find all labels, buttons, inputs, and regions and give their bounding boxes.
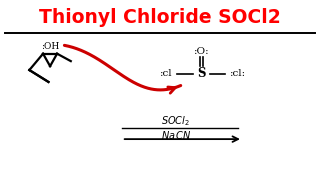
Text: :cl: :cl — [160, 69, 173, 78]
Text: :OH: :OH — [41, 42, 59, 51]
Text: S: S — [197, 67, 206, 80]
Text: Thionyl Chloride SOCl2: Thionyl Chloride SOCl2 — [39, 8, 281, 27]
Text: :cl:: :cl: — [230, 69, 246, 78]
Text: $SOCl_2$: $SOCl_2$ — [162, 114, 190, 128]
Text: :O:: :O: — [194, 47, 209, 56]
Text: $Na\,CN$: $Na\,CN$ — [161, 129, 191, 141]
